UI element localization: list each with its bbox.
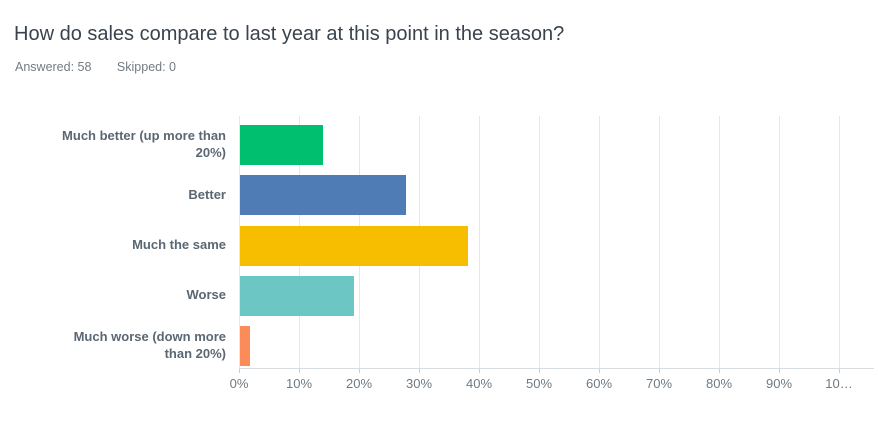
axis-tick — [299, 369, 300, 373]
category-label: Much the same — [132, 237, 226, 253]
axis-tick — [239, 369, 240, 373]
bar-much-the-same[interactable] — [240, 225, 468, 266]
x-axis-line — [239, 368, 874, 369]
axis-tick — [539, 369, 540, 373]
skipped-count: Skipped: 0 — [116, 60, 176, 74]
gridline — [719, 116, 720, 368]
category-label: Much worse (down more than 20%) — [73, 329, 226, 361]
answered-count: Answered: 58 — [15, 60, 92, 74]
category-label: Much better (up more than 20%) — [62, 128, 226, 160]
axis-tick — [719, 369, 720, 373]
axis-tick — [839, 369, 840, 373]
bar-worse[interactable] — [240, 275, 354, 316]
gridline — [239, 116, 240, 368]
category-label: Worse — [186, 287, 227, 303]
gridline — [779, 116, 780, 368]
x-tick-label: 20% — [345, 376, 373, 391]
axis-tick — [359, 369, 360, 373]
x-tick-label: 50% — [525, 376, 553, 391]
x-tick-label: 0% — [229, 376, 249, 391]
response-meta: Answered: 58 Skipped: 0 — [15, 60, 198, 74]
axis-tick — [779, 369, 780, 373]
axis-tick — [419, 369, 420, 373]
gridline — [599, 116, 600, 368]
gridline — [479, 116, 480, 368]
category-label: Better — [188, 186, 226, 202]
x-tick-label: 10… — [825, 376, 853, 391]
gridline — [839, 116, 840, 368]
x-tick-label: 10% — [285, 376, 313, 391]
x-tick-label: 80% — [705, 376, 733, 391]
axis-tick — [599, 369, 600, 373]
axis-tick — [479, 369, 480, 373]
question-title: How do sales compare to last year at thi… — [14, 23, 565, 46]
bar-much-better-up-more-than-20[interactable] — [240, 125, 323, 165]
bar-better[interactable] — [240, 175, 406, 216]
gridline — [659, 116, 660, 368]
x-tick-label: 40% — [465, 376, 493, 391]
x-tick-label: 60% — [585, 376, 613, 391]
gridline — [539, 116, 540, 368]
x-tick-label: 30% — [405, 376, 433, 391]
x-tick-label: 90% — [765, 376, 793, 391]
axis-tick — [659, 369, 660, 373]
x-tick-label: 70% — [645, 376, 673, 391]
bar-much-worse-down-more-than-20[interactable] — [240, 326, 251, 366]
